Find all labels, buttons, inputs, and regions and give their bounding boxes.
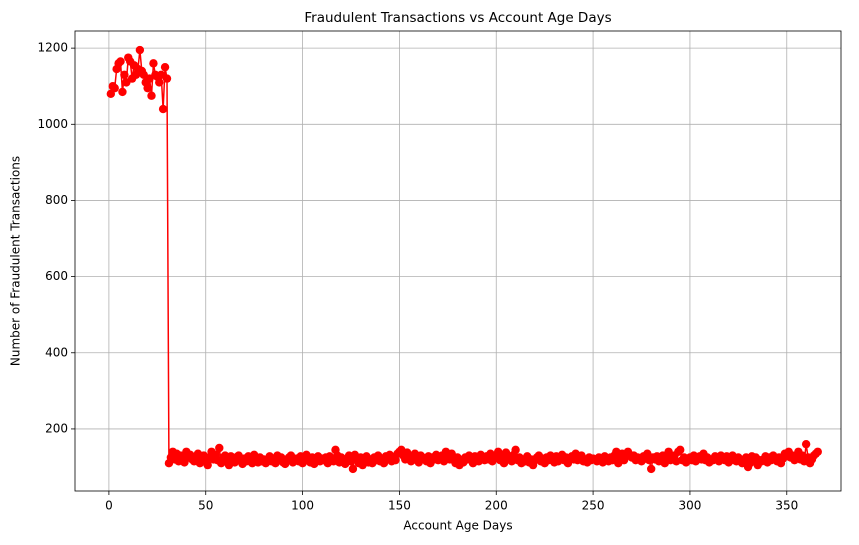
y-axis-label: Number of Fraudulent Transactions — [9, 156, 23, 366]
marker — [391, 455, 400, 465]
y-tick-label: 1200 — [37, 41, 68, 55]
x-tick-label: 250 — [582, 499, 605, 513]
marker — [160, 62, 170, 72]
line — [110, 49, 819, 470]
y-tick-label: 200 — [45, 421, 68, 435]
marker — [348, 464, 358, 474]
plot-frame — [74, 30, 842, 492]
x-tick-label: 0 — [105, 499, 113, 513]
chart-title: Fraudulent Transactions vs Account Age D… — [304, 10, 611, 26]
x-tick-label: 150 — [388, 499, 411, 513]
x-tick-label: 50 — [198, 499, 213, 513]
y-tick-label: 1000 — [37, 117, 68, 131]
marker — [215, 443, 224, 453]
marker — [676, 445, 685, 455]
marker — [143, 83, 152, 93]
marker — [158, 104, 168, 114]
marker — [813, 447, 822, 456]
y-tick-label: 400 — [45, 345, 68, 359]
marker — [162, 74, 172, 83]
y-tick-label: 600 — [45, 269, 68, 283]
marker — [155, 78, 164, 87]
marker — [801, 439, 811, 449]
x-tick-label: 350 — [775, 499, 798, 513]
marker — [511, 445, 520, 455]
marker — [147, 91, 156, 100]
y-tick-label: 800 — [45, 193, 68, 207]
x-tick-label: 300 — [678, 499, 701, 513]
x-axis-label: Account Age Days — [403, 519, 512, 533]
marker — [116, 57, 125, 66]
x-tick-label: 200 — [485, 499, 508, 513]
marker — [135, 45, 145, 55]
x-tick-label: 100 — [291, 499, 314, 513]
marker — [120, 70, 129, 79]
marker — [110, 83, 119, 93]
marker — [203, 460, 212, 470]
marker — [149, 59, 158, 68]
marker — [118, 87, 127, 97]
marker — [646, 464, 656, 474]
